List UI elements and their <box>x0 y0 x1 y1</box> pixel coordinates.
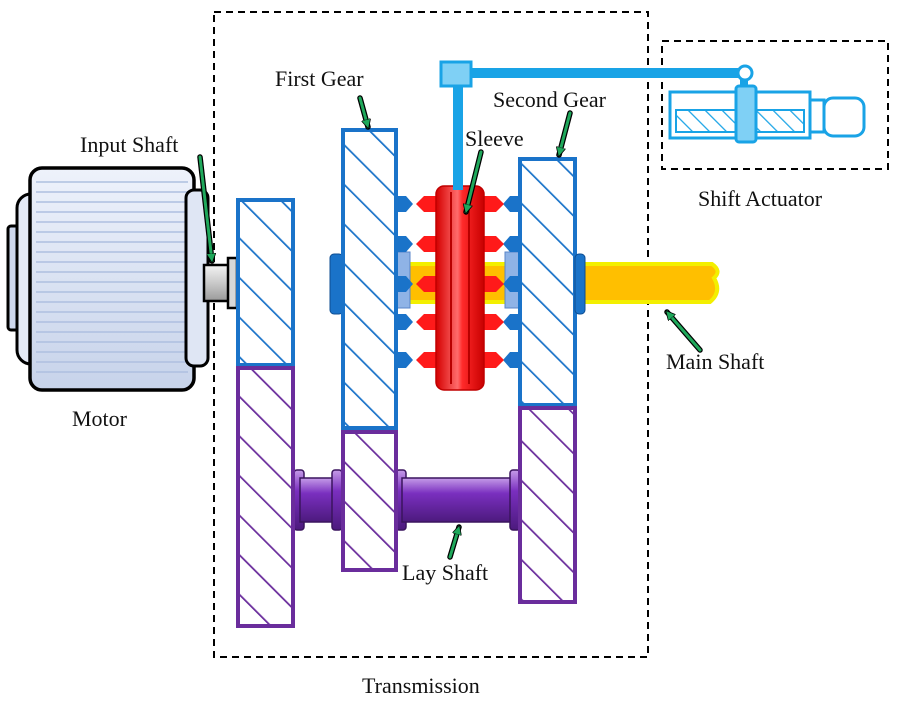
label-input-shaft: Input Shaft <box>80 132 178 157</box>
transmission-boundary <box>213 11 649 658</box>
lay-shaft <box>293 469 521 531</box>
second-gear <box>503 157 586 407</box>
shift-actuator-boundary <box>661 40 889 170</box>
lay-gear-1 <box>236 366 295 628</box>
first-gear <box>329 128 413 430</box>
label-motor: Motor <box>72 406 128 431</box>
motor <box>6 166 210 392</box>
label-lay-shaft: Lay Shaft <box>402 560 488 585</box>
lay-gear-3 <box>518 406 577 604</box>
input-gear <box>236 198 295 367</box>
label-transmission: Transmission <box>362 673 480 698</box>
shift-actuator <box>668 84 866 144</box>
label-second-gear: Second Gear <box>493 87 607 112</box>
label-shift-actuator: Shift Actuator <box>698 186 823 211</box>
label-main-shaft: Main Shaft <box>666 349 764 374</box>
label-sleeve: Sleeve <box>465 126 524 151</box>
sleeve <box>416 185 504 391</box>
shift-linkage <box>439 60 754 190</box>
lay-gear-2 <box>341 430 398 572</box>
input-shaft <box>202 256 239 310</box>
label-first-gear: First Gear <box>275 66 364 91</box>
